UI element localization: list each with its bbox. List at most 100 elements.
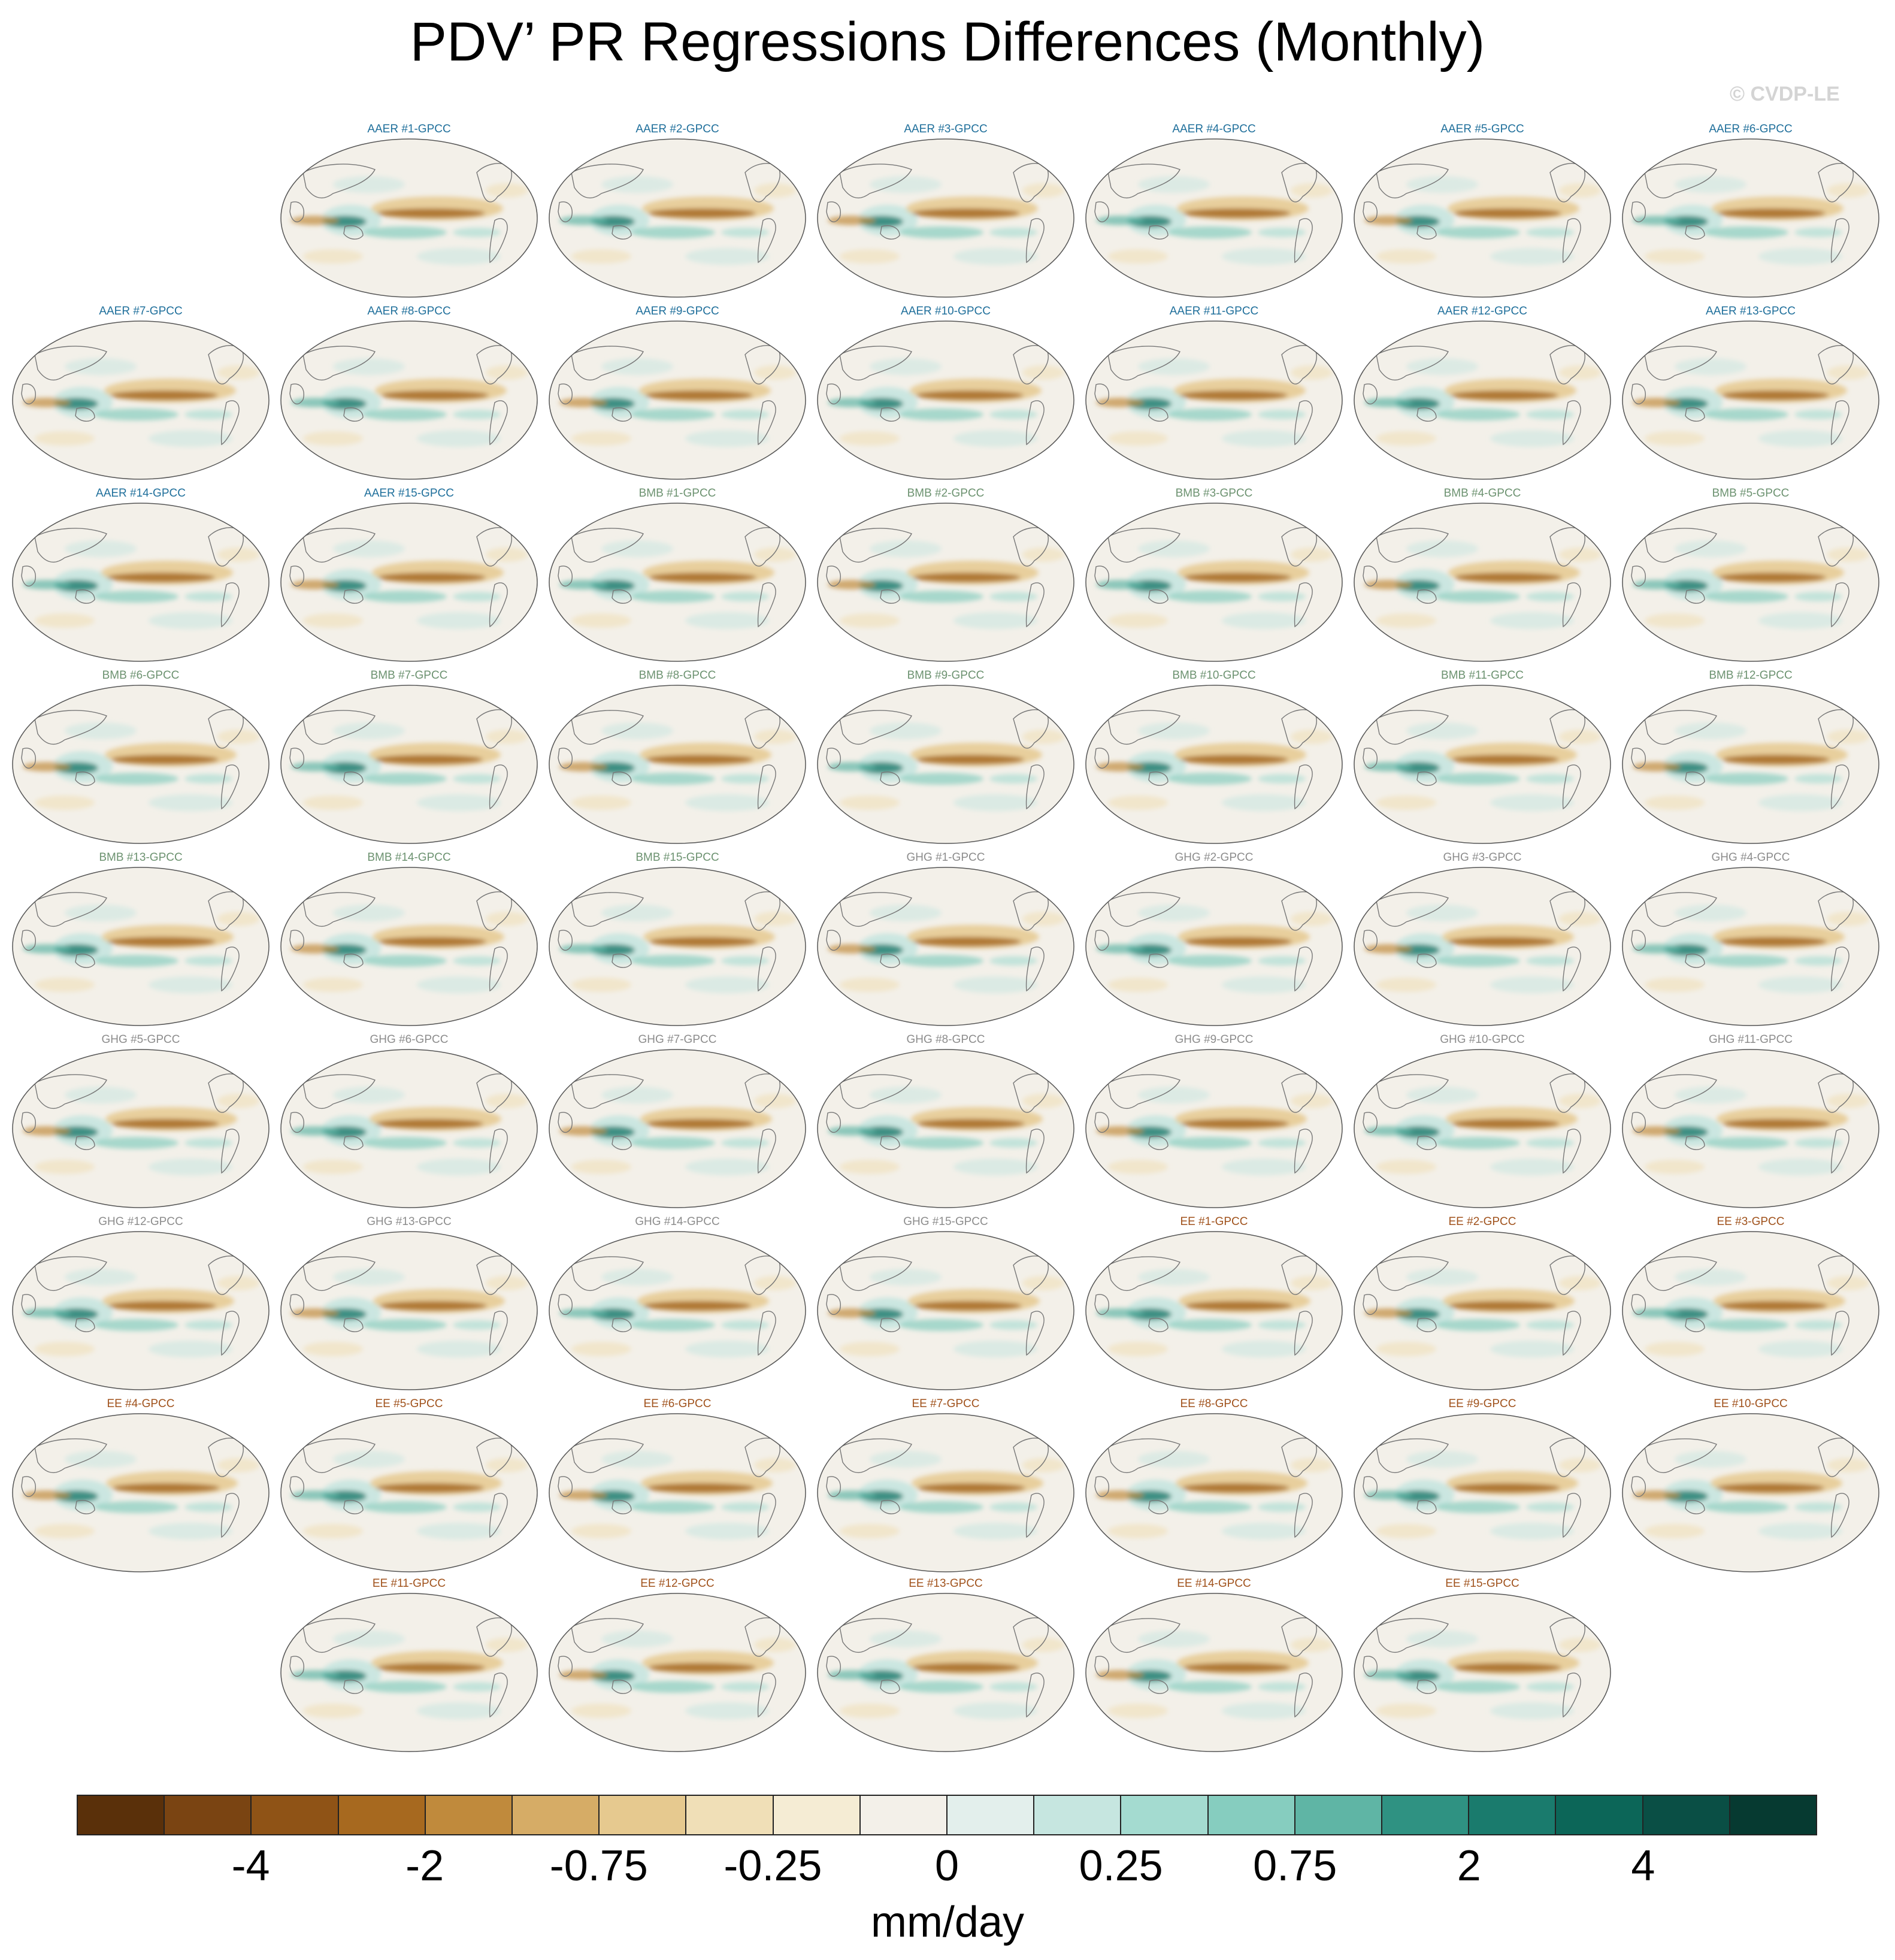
map-panel: BMB #11-GPCC	[1352, 669, 1612, 847]
world-map	[817, 1413, 1074, 1572]
colorbar	[77, 1795, 1817, 1835]
panel-label: BMB #10-GPCC	[1172, 669, 1256, 682]
map-panel: GHG #3-GPCC	[1352, 851, 1612, 1029]
world-map	[1085, 320, 1343, 480]
panel-label: AAER #14-GPCC	[96, 487, 186, 500]
panel-label: GHG #5-GPCC	[101, 1033, 180, 1046]
panel-label: AAER #12-GPCC	[1437, 305, 1527, 317]
map-panel: EE #2-GPCC	[1352, 1215, 1612, 1393]
panel-label: AAER #3-GPCC	[904, 123, 988, 135]
colorbar-swatch	[513, 1796, 600, 1834]
panel-label: AAER #13-GPCC	[1706, 305, 1796, 317]
panel-label: BMB #12-GPCC	[1709, 669, 1793, 682]
map-panel: BMB #2-GPCC	[816, 486, 1076, 665]
panel-label: AAER #2-GPCC	[635, 123, 719, 135]
colorbar-units: mm/day	[870, 1898, 1025, 1946]
world-map	[1622, 685, 1879, 844]
world-map	[1085, 867, 1343, 1026]
panel-label: EE #13-GPCC	[909, 1577, 983, 1590]
panel-label: BMB #11-GPCC	[1441, 669, 1524, 682]
colorbar-swatch	[686, 1796, 774, 1834]
map-panel: GHG #14-GPCC	[547, 1215, 807, 1393]
world-map	[549, 867, 806, 1026]
world-map	[1085, 138, 1343, 298]
map-panel: AAER #4-GPCC	[1084, 122, 1344, 301]
map-panel: BMB #14-GPCC	[279, 851, 539, 1029]
map-panel: AAER #3-GPCC	[816, 122, 1076, 301]
map-panel: EE #13-GPCC	[816, 1577, 1076, 1755]
colorbar-swatch	[252, 1796, 339, 1834]
map-panel: BMB #8-GPCC	[547, 669, 807, 847]
world-map	[817, 1231, 1074, 1390]
panel-label: EE #10-GPCC	[1714, 1398, 1788, 1410]
colorbar-tick-label: -0.25	[724, 1842, 822, 1890]
world-map	[1085, 503, 1343, 662]
colorbar-tick-label: 0.75	[1253, 1842, 1337, 1890]
map-panel-grid: AAER #1-GPCC AAER #2-GPCC AAER #3-GPCC AAER…	[11, 122, 1881, 1755]
world-map	[280, 1593, 538, 1752]
world-map	[549, 1231, 806, 1390]
world-map	[1354, 1049, 1611, 1208]
world-map	[1622, 1049, 1879, 1208]
panel-label: AAER #9-GPCC	[635, 305, 719, 317]
map-panel: EE #12-GPCC	[547, 1577, 807, 1755]
world-map	[549, 138, 806, 298]
colorbar-swatch	[1382, 1796, 1470, 1834]
colorbar-swatch	[165, 1796, 252, 1834]
map-panel: BMB #1-GPCC	[547, 486, 807, 665]
world-map	[12, 1049, 270, 1208]
map-panel: AAER #8-GPCC	[279, 304, 539, 483]
panel-label: GHG #10-GPCC	[1440, 1033, 1525, 1046]
colorbar-swatch	[600, 1796, 687, 1834]
panel-label: EE #6-GPCC	[643, 1398, 712, 1410]
panel-label: GHG #6-GPCC	[370, 1033, 449, 1046]
map-panel: EE #3-GPCC	[1621, 1215, 1881, 1393]
map-panel: GHG #5-GPCC	[11, 1033, 271, 1211]
colorbar-swatch	[860, 1796, 948, 1834]
world-map	[12, 867, 270, 1026]
panel-label: BMB #2-GPCC	[907, 487, 985, 500]
world-map	[1622, 1231, 1879, 1390]
panel-label: BMB #8-GPCC	[638, 669, 716, 682]
world-map	[1354, 1593, 1611, 1752]
world-map	[12, 1413, 270, 1572]
colorbar-swatch	[338, 1796, 426, 1834]
panel-label: EE #15-GPCC	[1445, 1577, 1519, 1590]
world-map	[549, 503, 806, 662]
map-panel: GHG #12-GPCC	[11, 1215, 271, 1393]
colorbar-swatch	[1469, 1796, 1557, 1834]
map-panel: BMB #12-GPCC	[1621, 669, 1881, 847]
colorbar-swatch	[948, 1796, 1035, 1834]
world-map	[1354, 320, 1611, 480]
panel-label: AAER #6-GPCC	[1709, 123, 1793, 135]
map-panel: GHG #2-GPCC	[1084, 851, 1344, 1029]
colorbar-swatch	[1208, 1796, 1295, 1834]
map-panel: AAER #5-GPCC	[1352, 122, 1612, 301]
panel-label: AAER #10-GPCC	[901, 305, 991, 317]
map-panel: EE #4-GPCC	[11, 1397, 271, 1575]
panel-label: EE #11-GPCC	[372, 1577, 446, 1590]
map-panel: GHG #9-GPCC	[1084, 1033, 1344, 1211]
map-panel: GHG #8-GPCC	[816, 1033, 1076, 1211]
map-panel: AAER #2-GPCC	[547, 122, 807, 301]
panel-label: GHG #7-GPCC	[638, 1033, 717, 1046]
map-panel: AAER #11-GPCC	[1084, 304, 1344, 483]
world-map	[549, 1593, 806, 1752]
map-panel: EE #1-GPCC	[1084, 1215, 1344, 1393]
panel-label: BMB #14-GPCC	[367, 851, 451, 864]
panel-label: EE #1-GPCC	[1180, 1215, 1248, 1228]
world-map	[1622, 320, 1879, 480]
world-map	[280, 1413, 538, 1572]
world-map	[280, 138, 538, 298]
world-map	[280, 320, 538, 480]
colorbar-tick-label: 2	[1457, 1842, 1481, 1890]
panel-label: GHG #2-GPCC	[1174, 851, 1254, 864]
colorbar-swatch	[78, 1796, 165, 1834]
panel-label: EE #14-GPCC	[1177, 1577, 1251, 1590]
panel-label: EE #12-GPCC	[640, 1577, 715, 1590]
panel-label: EE #5-GPCC	[375, 1398, 443, 1410]
world-map	[549, 1049, 806, 1208]
figure-title: PDV’ PR Regressions Differences (Monthly…	[410, 11, 1485, 72]
panel-label: AAER #7-GPCC	[99, 305, 183, 317]
world-map	[549, 685, 806, 844]
